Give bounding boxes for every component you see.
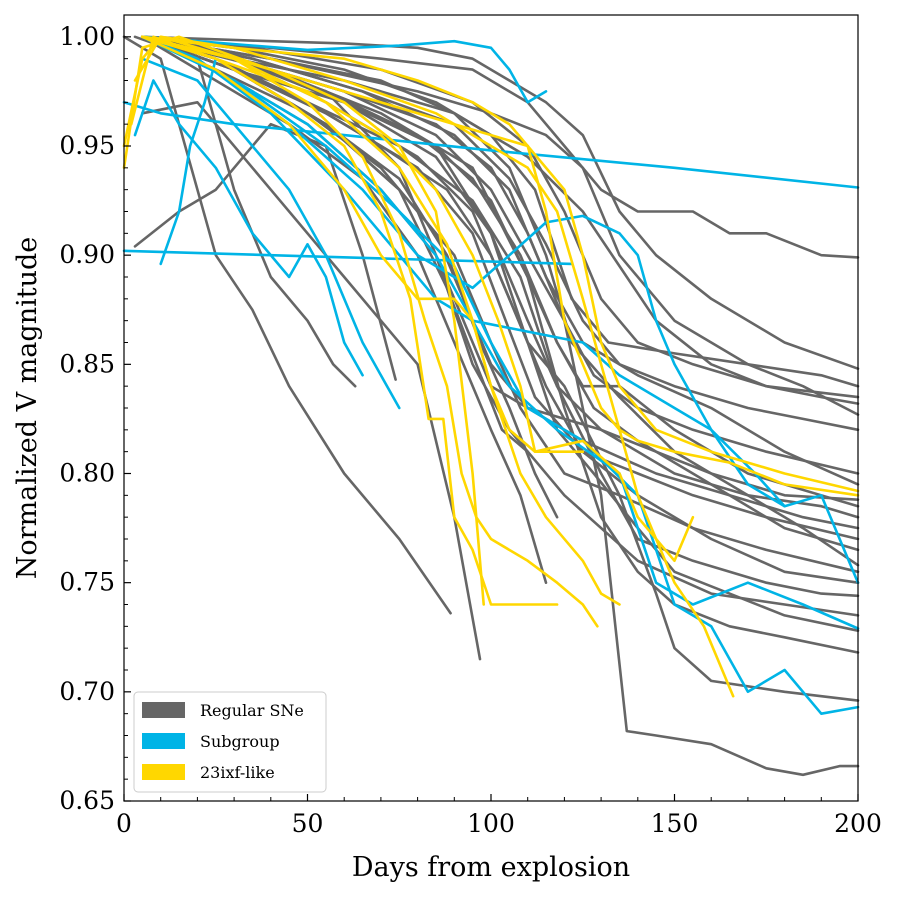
series-line <box>133 79 364 377</box>
x-tick-label: 150 <box>651 809 699 838</box>
series-line <box>141 35 585 454</box>
x-tick-label: 50 <box>292 809 324 838</box>
series-line <box>130 35 559 606</box>
series-line <box>122 35 860 497</box>
series-line <box>141 35 860 259</box>
y-tick-label: 1.00 <box>59 22 115 51</box>
y-tick-label: 0.65 <box>59 786 115 815</box>
y-axis-label: Normalized V magnitude <box>12 237 43 579</box>
series-lines <box>122 35 860 777</box>
y-tick-label: 0.95 <box>59 131 115 160</box>
series-line <box>141 35 860 777</box>
legend-label: 23ixf-like <box>200 763 275 782</box>
series-line <box>141 35 860 432</box>
series-line <box>122 249 574 266</box>
y-tick-label: 0.75 <box>59 568 115 597</box>
series-line <box>141 35 735 698</box>
series-line <box>141 35 860 399</box>
y-tick-label: 0.85 <box>59 349 115 378</box>
legend-swatch <box>142 733 185 749</box>
series-line <box>159 57 218 266</box>
x-tick-label: 100 <box>467 809 515 838</box>
legend: Regular SNe Subgroup 23ixf-like <box>133 691 327 793</box>
legend-label: Regular SNe <box>200 701 304 720</box>
legend-swatch <box>142 764 185 780</box>
series-line <box>141 35 860 654</box>
series-line <box>122 101 860 189</box>
legend-label: Subgroup <box>200 732 280 751</box>
y-axis: 0.65 0.70 0.75 0.80 0.85 0.90 0.95 1.00 <box>59 14 131 815</box>
legend-swatch <box>142 702 185 718</box>
x-axis: 0 50 100 150 200 <box>116 794 882 838</box>
series-line <box>141 35 860 585</box>
y-tick-label: 0.80 <box>59 459 115 488</box>
y-tick-label: 0.90 <box>59 240 115 269</box>
series-line <box>141 35 860 493</box>
series-line <box>141 35 860 416</box>
series-line <box>141 57 401 410</box>
x-tick-label: 0 <box>116 809 132 838</box>
y-tick-label: 0.70 <box>59 677 115 706</box>
series-line <box>141 35 621 606</box>
series-line <box>141 35 548 104</box>
x-tick-label: 200 <box>834 809 882 838</box>
x-axis-label: Days from explosion <box>352 852 630 883</box>
series-line <box>141 35 860 388</box>
series-line <box>122 35 452 615</box>
series-line <box>141 35 860 371</box>
series-line <box>141 35 860 630</box>
